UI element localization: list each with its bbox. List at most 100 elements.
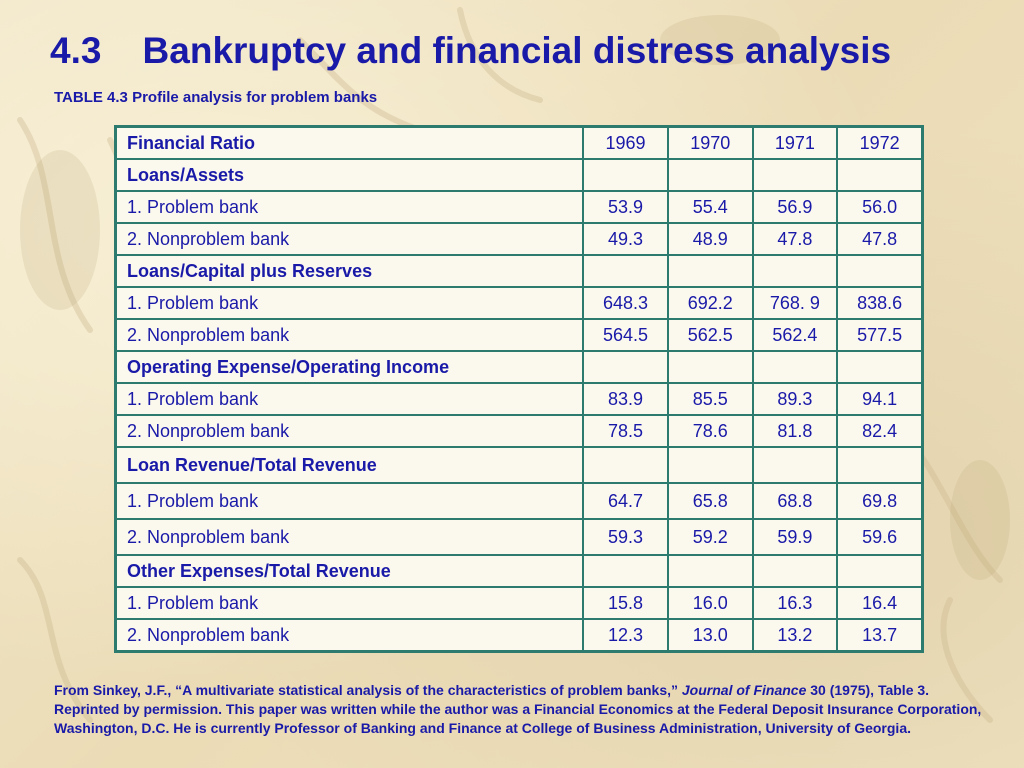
value-cell: 59.6 — [836, 518, 924, 556]
group-header-row: Operating Expense/Operating Income — [114, 350, 924, 384]
value-cell: 48.9 — [666, 222, 754, 256]
row-label: 2. Nonproblem bank — [114, 618, 585, 653]
empty-cell — [582, 446, 669, 484]
header-year: 1972 — [836, 125, 924, 160]
empty-cell — [836, 158, 924, 192]
value-cell: 577.5 — [836, 318, 924, 352]
table-row: 1. Problem bank 648.3 692.2 768. 9 838.6 — [114, 286, 924, 320]
table-row: 1. Problem bank 83.9 85.5 89.3 94.1 — [114, 382, 924, 416]
row-label: 2. Nonproblem bank — [114, 414, 585, 448]
row-label: 1. Problem bank — [114, 190, 585, 224]
slide-title: 4.3 Bankruptcy and financial distress an… — [50, 30, 892, 71]
empty-cell — [582, 554, 669, 588]
value-cell: 15.8 — [582, 586, 669, 620]
value-cell: 13.0 — [666, 618, 754, 653]
value-cell: 59.3 — [582, 518, 669, 556]
value-cell: 47.8 — [836, 222, 924, 256]
value-cell: 78.6 — [666, 414, 754, 448]
value-cell: 13.7 — [836, 618, 924, 653]
empty-cell — [751, 554, 839, 588]
value-cell: 56.0 — [836, 190, 924, 224]
value-cell: 53.9 — [582, 190, 669, 224]
group-title: Operating Expense/Operating Income — [114, 350, 585, 384]
empty-cell — [751, 158, 839, 192]
group-title: Loan Revenue/Total Revenue — [114, 446, 585, 484]
row-label: 1. Problem bank — [114, 586, 585, 620]
value-cell: 82.4 — [836, 414, 924, 448]
value-cell: 768. 9 — [751, 286, 839, 320]
header-financial-ratio: Financial Ratio — [114, 125, 585, 160]
value-cell: 64.7 — [582, 482, 669, 520]
value-cell: 59.9 — [751, 518, 839, 556]
table-row: 1. Problem bank 64.7 65.8 68.8 69.8 — [114, 482, 924, 520]
empty-cell — [582, 350, 669, 384]
value-cell: 49.3 — [582, 222, 669, 256]
group-header-row: Loan Revenue/Total Revenue — [114, 446, 924, 484]
empty-cell — [836, 446, 924, 484]
row-label: 2. Nonproblem bank — [114, 518, 585, 556]
table-caption: TABLE 4.3 Profile analysis for problem b… — [54, 89, 378, 106]
value-cell: 648.3 — [582, 286, 669, 320]
source-footnote: From Sinkey, J.F., “A multivariate stati… — [54, 681, 994, 738]
empty-cell — [836, 554, 924, 588]
group-title: Loans/Capital plus Reserves — [114, 254, 585, 288]
value-cell: 59.2 — [666, 518, 754, 556]
value-cell: 16.0 — [666, 586, 754, 620]
row-label: 2. Nonproblem bank — [114, 222, 585, 256]
value-cell: 89.3 — [751, 382, 839, 416]
value-cell: 838.6 — [836, 286, 924, 320]
footnote-journal: Journal of Finance — [681, 682, 807, 698]
header-year: 1969 — [582, 125, 669, 160]
header-year: 1970 — [666, 125, 754, 160]
empty-cell — [751, 350, 839, 384]
value-cell: 562.5 — [666, 318, 754, 352]
value-cell: 81.8 — [751, 414, 839, 448]
empty-cell — [666, 446, 754, 484]
empty-cell — [836, 254, 924, 288]
value-cell: 12.3 — [582, 618, 669, 653]
empty-cell — [666, 254, 754, 288]
table-row: 2. Nonproblem bank 49.3 48.9 47.8 47.8 — [114, 222, 924, 256]
empty-cell — [666, 554, 754, 588]
value-cell: 16.4 — [836, 586, 924, 620]
table-row: 2. Nonproblem bank 78.5 78.6 81.8 82.4 — [114, 414, 924, 448]
row-label: 2. Nonproblem bank — [114, 318, 585, 352]
value-cell: 47.8 — [751, 222, 839, 256]
empty-cell — [582, 254, 669, 288]
empty-cell — [751, 254, 839, 288]
empty-cell — [666, 350, 754, 384]
value-cell: 562.4 — [751, 318, 839, 352]
empty-cell — [751, 446, 839, 484]
table-row: 2. Nonproblem bank 564.5 562.5 562.4 577.5 — [114, 318, 924, 352]
table-row: 2. Nonproblem bank 59.3 59.2 59.9 59.6 — [114, 518, 924, 556]
value-cell: 83.9 — [582, 382, 669, 416]
value-cell: 564.5 — [582, 318, 669, 352]
empty-cell — [666, 158, 754, 192]
group-header-row: Loans/Capital plus Reserves — [114, 254, 924, 288]
value-cell: 13.2 — [751, 618, 839, 653]
profile-analysis-table: Financial Ratio 1969 1970 1971 1972 Loan… — [114, 125, 924, 653]
group-header-row: Other Expenses/Total Revenue — [114, 554, 924, 588]
value-cell: 94.1 — [836, 382, 924, 416]
value-cell: 16.3 — [751, 586, 839, 620]
group-header-row: Loans/Assets — [114, 158, 924, 192]
footnote-text: 30 (1975), Table 3. Reprinted by permiss… — [54, 682, 982, 736]
table-header-row: Financial Ratio 1969 1970 1971 1972 — [114, 125, 924, 160]
value-cell: 55.4 — [666, 190, 754, 224]
value-cell: 69.8 — [836, 482, 924, 520]
table-row: 1. Problem bank 53.9 55.4 56.9 56.0 — [114, 190, 924, 224]
group-title: Other Expenses/Total Revenue — [114, 554, 585, 588]
empty-cell — [582, 158, 669, 192]
group-title: Loans/Assets — [114, 158, 585, 192]
row-label: 1. Problem bank — [114, 286, 585, 320]
value-cell: 68.8 — [751, 482, 839, 520]
row-label: 1. Problem bank — [114, 482, 585, 520]
table-row: 2. Nonproblem bank 12.3 13.0 13.2 13.7 — [114, 618, 924, 653]
value-cell: 692.2 — [666, 286, 754, 320]
value-cell: 85.5 — [666, 382, 754, 416]
value-cell: 78.5 — [582, 414, 669, 448]
header-year: 1971 — [751, 125, 839, 160]
empty-cell — [836, 350, 924, 384]
footnote-text: From Sinkey, J.F., “A multivariate stati… — [54, 682, 682, 698]
